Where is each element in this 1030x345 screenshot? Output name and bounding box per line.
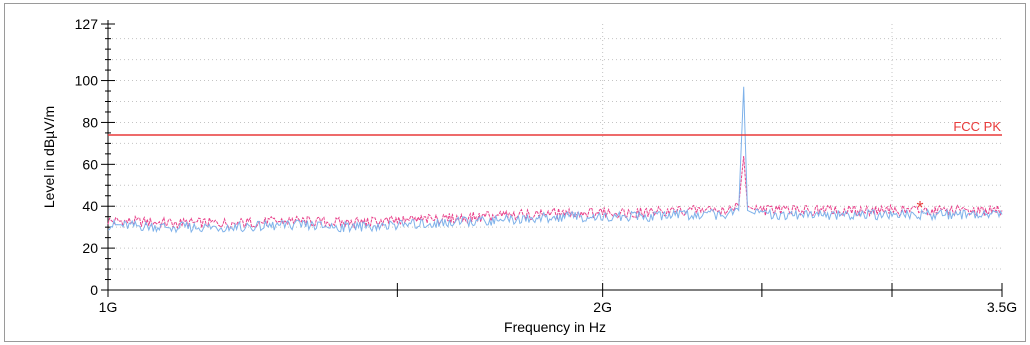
x-tick-label: 2G (593, 299, 612, 315)
series-trace-1 (107, 155, 1003, 230)
y-tick-label: 60 (82, 156, 98, 172)
series-trace-2 (107, 86, 1003, 234)
y-tick-label: 20 (82, 240, 98, 256)
y-tick-label: 100 (75, 73, 99, 89)
y-tick-label: 127 (75, 16, 99, 32)
limit-line-label: FCC PK (953, 119, 1001, 134)
chart-frame (4, 3, 1026, 342)
y-tick-label: 40 (82, 198, 98, 214)
y-tick-label: 80 (82, 114, 98, 130)
x-tick-label: 3.5G (987, 299, 1017, 315)
y-tick-label: 0 (90, 282, 98, 298)
x-axis-label: Frequency in Hz (504, 319, 606, 335)
peak-marker: * (916, 198, 923, 218)
x-tick-label: 1G (99, 299, 118, 315)
y-axis-label: Level in dBµV/m (41, 106, 57, 208)
